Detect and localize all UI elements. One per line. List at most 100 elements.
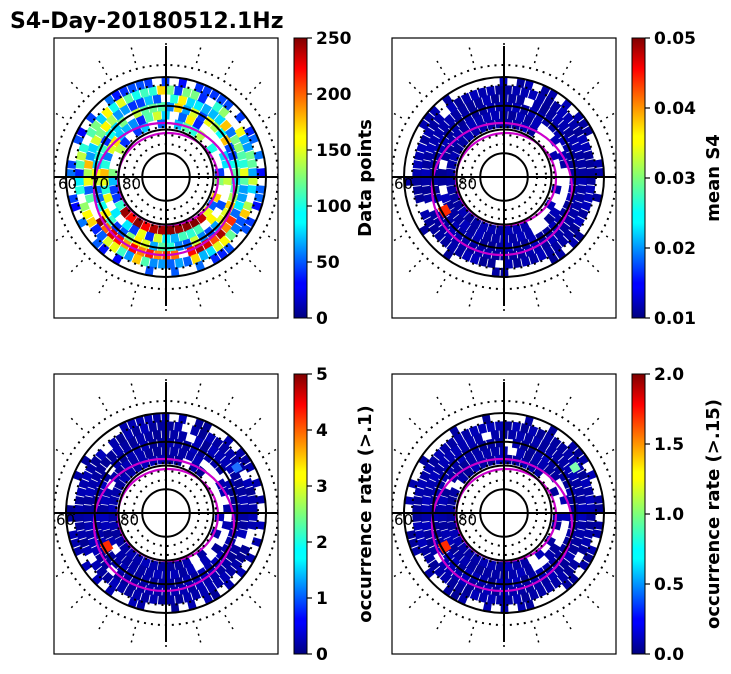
- heatmap-bin: [95, 448, 108, 461]
- colorbar-tick-label: 0.01: [654, 309, 696, 329]
- heatmap-bin: [421, 159, 432, 169]
- grid-spoke: [130, 382, 137, 400]
- heatmap-bin: [414, 151, 425, 161]
- colorbar: 0.01 0.02 0.03 0.04 0.05 mean S4: [631, 29, 724, 329]
- heatmap-bin: [439, 529, 452, 540]
- oval-outer: [430, 457, 574, 593]
- heatmap-bin: [468, 89, 480, 101]
- grid-spoke: [562, 614, 573, 631]
- grid-spoke: [562, 59, 573, 76]
- heatmap-bin: [443, 114, 456, 126]
- heatmap-bin: [238, 495, 249, 505]
- heatmap-bin: [481, 94, 492, 106]
- heatmap-bin: [170, 429, 179, 440]
- heatmap-bin: [446, 159, 458, 170]
- heatmap-bin: [419, 209, 432, 221]
- heatmap-bin: [135, 96, 146, 109]
- heatmap-bin: [247, 521, 258, 530]
- heatmap-bin: [100, 185, 111, 195]
- colorbar-tick-label: 250: [316, 29, 352, 49]
- heatmap-bin: [437, 495, 449, 506]
- grid-spoke: [408, 417, 422, 431]
- heatmap-bin: [87, 142, 99, 154]
- heatmap-bin: [577, 513, 588, 522]
- grid-spoke: [248, 595, 262, 609]
- heatmap-bin: [153, 233, 163, 244]
- heatmap-bin: [490, 110, 500, 121]
- heatmap-bin: [139, 423, 150, 435]
- heatmap-bin: [576, 185, 587, 195]
- heatmap-bin: [421, 495, 432, 505]
- heatmap-bin: [246, 159, 258, 169]
- grid-spoke: [267, 571, 278, 579]
- heatmap-bin: [157, 259, 166, 269]
- heatmap-bin: [433, 229, 446, 242]
- grid-spoke: [36, 208, 52, 212]
- heatmap-bin: [422, 151, 434, 162]
- heatmap-bin: [478, 592, 488, 603]
- heatmap-bin: [425, 142, 437, 154]
- plot-area-top-right: [392, 42, 616, 312]
- heatmap-bin: [67, 530, 79, 540]
- heatmap-bin: [148, 421, 158, 433]
- heatmap-bin: [427, 455, 440, 468]
- heatmap-bin: [85, 126, 97, 139]
- heatmap-bin: [412, 513, 422, 522]
- heatmap-bin: [178, 413, 188, 425]
- heatmap-bin: [571, 200, 583, 212]
- heatmap-bin: [78, 537, 90, 549]
- heatmap-bin: [140, 256, 150, 267]
- heatmap-bin: [512, 421, 521, 432]
- heatmap-bin: [90, 559, 103, 572]
- heatmap-bin: [157, 595, 166, 605]
- heatmap-bin: [515, 447, 526, 459]
- heatmap-bin: [420, 513, 431, 523]
- figure-title: S4-Day-20180512.1Hz: [10, 9, 284, 34]
- heatmap-bin: [491, 569, 501, 580]
- colorbar: 0 50 100 150 200 250 Data points: [293, 29, 376, 329]
- heatmap-bin: [576, 521, 587, 531]
- heatmap-bin: [194, 129, 207, 142]
- colorbar-tick-label: 3: [316, 477, 328, 497]
- heatmap-bin: [239, 513, 250, 522]
- colorbar-gradient: [293, 373, 308, 655]
- colorbar-tick-label: 2.0: [654, 365, 684, 385]
- heatmap-bin: [131, 589, 143, 601]
- heatmap-bin: [580, 477, 592, 489]
- heatmap-bins: [404, 76, 604, 277]
- heatmap-bin: [67, 194, 79, 204]
- heatmap-bin: [84, 529, 96, 540]
- heatmap-bin: [481, 447, 492, 459]
- heatmap-bin: [236, 192, 248, 203]
- axes-frame: [53, 37, 279, 319]
- heatmap-bin: [170, 93, 179, 104]
- heatmap-bin: [255, 185, 266, 194]
- heatmap-bin: [420, 177, 431, 187]
- heatmap-bin: [580, 141, 592, 153]
- heatmap-bin: [81, 545, 94, 557]
- heatmap-bin: [515, 94, 526, 106]
- grid-spoke: [195, 626, 202, 644]
- heatmap-bin: [577, 503, 588, 513]
- polar-grid: [392, 378, 616, 648]
- heatmap-bin: [123, 250, 135, 262]
- heatmap-bin: [190, 253, 202, 265]
- heatmap-bin: [574, 528, 586, 539]
- heatmap-bin: [520, 87, 530, 98]
- grid-spoke: [533, 290, 540, 308]
- heatmap-bin: [152, 110, 162, 121]
- grid-spoke: [586, 259, 600, 273]
- heatmap-bin: [421, 185, 432, 195]
- heatmap-bin: [78, 478, 90, 490]
- grid-spoke: [408, 595, 422, 609]
- grid-spoke: [392, 111, 403, 119]
- grid-spoke: [248, 259, 262, 273]
- heatmap-bin: [516, 567, 527, 579]
- heatmap-bin: [571, 142, 583, 153]
- heatmap-bin: [224, 565, 237, 578]
- heatmap-bin: [416, 537, 428, 549]
- heatmap-bin: [473, 96, 484, 109]
- heatmap-bin: [543, 581, 555, 594]
- heatmap-bin: [78, 142, 90, 154]
- heatmap-bin: [585, 185, 596, 194]
